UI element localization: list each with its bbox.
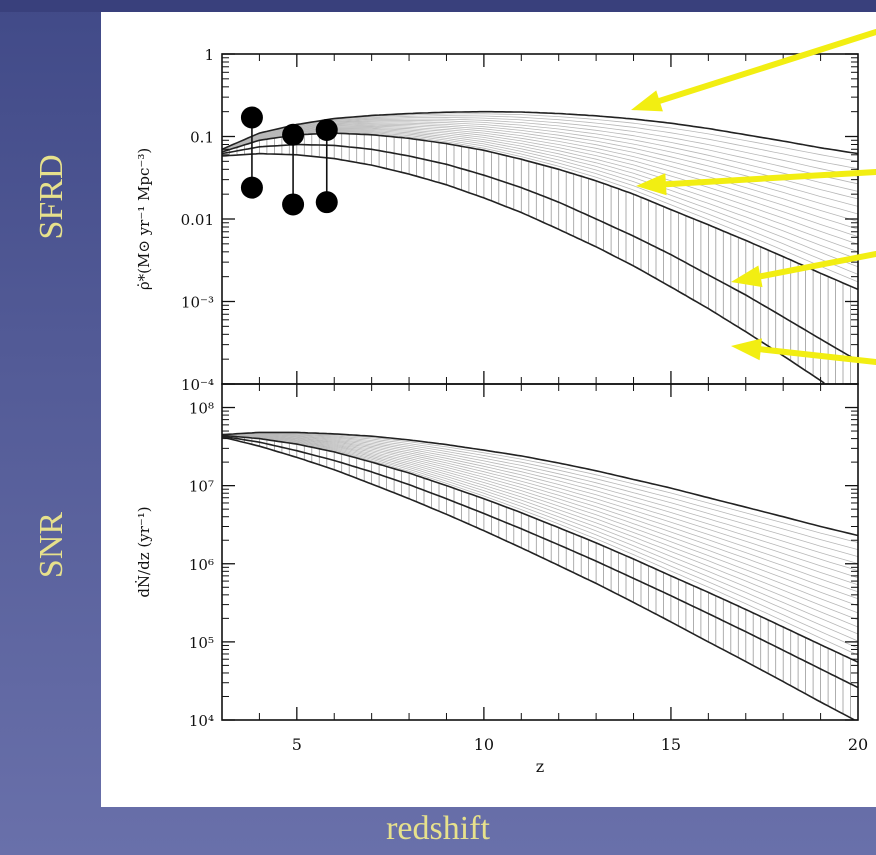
- snr-curve-3: [221, 435, 859, 689]
- sfrd-y-tick-label: 10⁻⁴: [181, 376, 214, 394]
- snr-curve-4: [221, 436, 855, 721]
- x-tick-label: 15: [661, 735, 681, 754]
- snr-band-hatch-horizontal: [221, 432, 859, 550]
- sfrd-y-tick-label: 10⁻³: [181, 294, 214, 312]
- snr-band-hatch-horizontal: [221, 434, 859, 635]
- snr-band-hatch-horizontal: [221, 433, 859, 572]
- redshift-bottom-label: redshift: [386, 810, 490, 847]
- sfrd-data-point-high: [315, 118, 338, 141]
- sfrd-y-tick-label: 1: [204, 46, 214, 64]
- snr-y-tick-label: 10⁸: [189, 400, 214, 418]
- snr-band-hatch-horizontal: [221, 434, 859, 628]
- snr-y-tick-label: 10⁷: [189, 478, 214, 496]
- x-tick-label: 20: [848, 735, 868, 754]
- snr-band-hatch-horizontal: [222, 434, 859, 586]
- yellow-arrow-shaft-1: [656, 29, 876, 104]
- sfrd-curve-3: [221, 143, 859, 362]
- yellow-arrow-head-1: [631, 90, 663, 112]
- yellow-arrow-shaft-4: [757, 346, 876, 365]
- figure-panel: 1 0.1 0.01 10⁻³ 10⁻⁴ ρ̇*(M⊙ yr⁻¹ Mpc⁻³) 10⁸ 10⁷…: [101, 12, 876, 807]
- yellow-arrow-head-2: [636, 173, 667, 196]
- snr-y-tick-label: 10⁶: [189, 556, 214, 574]
- snr-y-tick-label: 10⁴: [189, 712, 214, 730]
- sfrd-data-point-low: [282, 193, 305, 216]
- x-tick-label: 10: [474, 735, 494, 754]
- yellow-arrow-shaft-3: [757, 251, 876, 280]
- sfrd-curve-4: [221, 152, 825, 384]
- snr-y-tick-label: 10⁵: [189, 634, 214, 652]
- sfrd-data-point-low: [315, 191, 338, 214]
- snr-band-hatch-horizontal: [221, 432, 859, 557]
- snr-band-hatch-horizontal: [221, 434, 859, 593]
- slide-top-band: [0, 0, 876, 12]
- sfrd-data-point-high: [240, 106, 263, 129]
- sfrd-y-axis-label: ρ̇*(M⊙ yr⁻¹ Mpc⁻³): [135, 148, 153, 290]
- yellow-arrow-head-3: [731, 265, 763, 288]
- snr-band-hatch-horizontal: [221, 434, 859, 614]
- x-tick-label: 5: [292, 735, 302, 754]
- yellow-arrow-shaft-2: [662, 169, 876, 188]
- snr-band-hatch-horizontal: [221, 434, 859, 649]
- snr-band-hatch-horizontal: [221, 432, 859, 543]
- sfrd-y-tick-label: 0.01: [181, 211, 214, 229]
- snr-band-hatch-horizontal: [221, 433, 859, 564]
- snr-curve-2: [221, 434, 859, 663]
- snr-band-hatch-horizontal: [221, 434, 859, 579]
- yellow-arrow-head-4: [731, 338, 763, 361]
- snr-band-hatch-horizontal: [221, 434, 859, 656]
- snr-frame: [221, 383, 859, 721]
- sfrd-data-point-high: [282, 123, 305, 146]
- snr-side-label: SNR: [33, 511, 70, 579]
- snr-curve-1: [221, 431, 859, 537]
- sfrd-side-label: SFRD: [33, 154, 70, 240]
- sfrd-data-point-low: [240, 176, 263, 199]
- snr-band-hatch-horizontal: [221, 434, 859, 642]
- snr-band-hatch-horizontal: [221, 434, 859, 600]
- x-axis-label: z: [536, 757, 544, 776]
- chart-svg: 1 0.1 0.01 10⁻³ 10⁻⁴ ρ̇*(M⊙ yr⁻¹ Mpc⁻³) 10⁸ 10⁷…: [135, 29, 876, 776]
- snr-band-hatch-horizontal: [221, 434, 859, 621]
- sfrd-frame: [221, 53, 859, 385]
- snr-band-hatch-horizontal: [221, 434, 859, 607]
- sfrd-y-tick-label: 0.1: [190, 129, 214, 147]
- snr-y-axis-label: dṄ/dz (yr⁻¹): [135, 506, 153, 597]
